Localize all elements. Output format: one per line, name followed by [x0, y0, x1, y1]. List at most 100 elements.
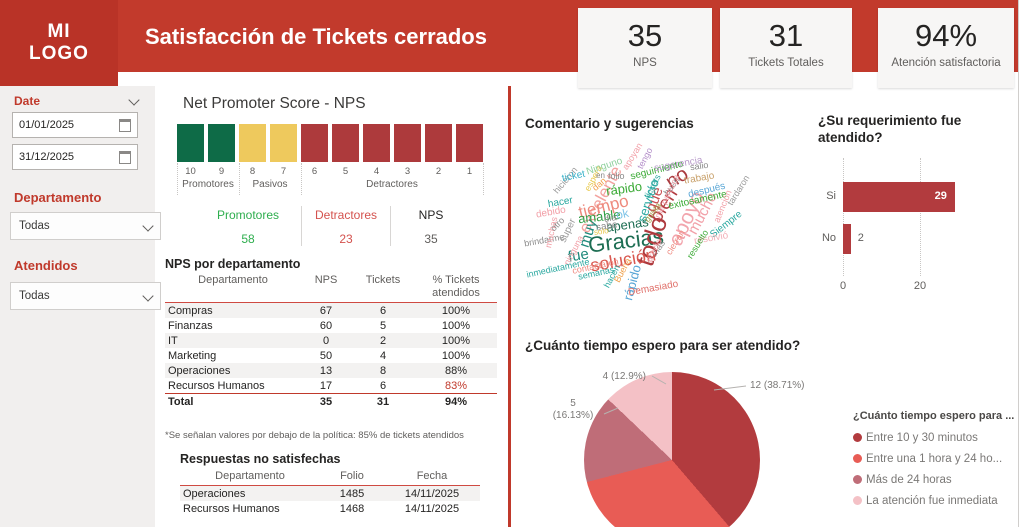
wordcloud-word[interactable]: folio [608, 171, 625, 181]
pie-callout-label: 5 (16.13%) [552, 398, 594, 421]
bar-no[interactable] [843, 224, 851, 254]
table-row[interactable]: Operaciones 13 8 88% [165, 363, 497, 378]
wordcloud-word[interactable]: día [603, 212, 618, 224]
table-row[interactable]: Finanzas 60 5 100% [165, 318, 497, 333]
atendidos-filter-label: Atendidos [14, 258, 78, 273]
legend-dot-icon [853, 433, 862, 442]
chevron-down-icon[interactable] [128, 94, 140, 106]
pie-callout-label: 12 (38.71%) [750, 380, 805, 391]
table-cell: 1468 [339, 502, 365, 515]
legend-item-label: Más de 24 horas [866, 473, 952, 486]
kpi-card: 31 Tickets Totales [720, 8, 852, 88]
table-cell: Recursos Humanos [183, 502, 280, 515]
table-footnote: *Se señalan valores por debajo de la pol… [165, 430, 464, 441]
nps-scale-block [270, 124, 297, 162]
legend-item[interactable]: Entre 10 y 30 minutos [853, 427, 1018, 448]
table-cell: 60 [319, 319, 333, 332]
table-row[interactable]: Marketing 50 4 100% [165, 348, 497, 363]
column-header: Tickets [365, 274, 401, 286]
bar-si[interactable] [843, 182, 955, 212]
table-cell: 35 [319, 395, 333, 408]
nps-group-label: Detractores [366, 179, 418, 190]
bar-value-label: 2 [857, 232, 864, 244]
table-row[interactable]: Operaciones 1485 14/11/2025 [180, 486, 480, 501]
unsatisfied-table-title: Respuestas no satisfechas [180, 452, 341, 466]
logo-line2: LOGO [29, 43, 89, 64]
pie-legend: ¿Cuánto tiempo espero para ... Entre 10 … [853, 410, 1018, 511]
nps-scale [177, 124, 483, 162]
nps-summary-label: Promotores [216, 208, 280, 222]
atendidos-select[interactable]: Todas [10, 282, 161, 310]
legend-dot-icon [853, 454, 862, 463]
wordcloud-word[interactable]: hacer [547, 194, 574, 211]
table-cell: 8 [379, 364, 387, 377]
nps-scale-number: 9 [218, 166, 225, 177]
table-cell: 94% [444, 395, 468, 408]
nps-summary-label: NPS [418, 208, 444, 222]
nps-scale-block [239, 124, 266, 162]
date-filter-label: Date [14, 94, 41, 108]
kpi-value: 35 [627, 18, 663, 53]
table-cell: IT [168, 334, 178, 347]
nps-scale-number: 2 [435, 166, 442, 177]
table-header-row: Departamento Folio Fecha [180, 468, 480, 486]
table-cell: 1485 [339, 487, 365, 500]
table-cell: 14/11/2025 [404, 487, 460, 500]
legend-dot-icon [853, 496, 862, 505]
column-header: Departamento [198, 274, 268, 286]
table-cell: 5 [379, 319, 387, 332]
wordcloud-word[interactable]: rápido [605, 178, 644, 199]
nps-scale-footer: 10 9 8 7 6 5 4 3 2 1 Promotores Pasivos Detractores [177, 163, 484, 197]
nps-summary-label: Detractores [314, 208, 378, 222]
wait-pie-chart[interactable] [584, 372, 760, 527]
table-cell: Compras [168, 304, 213, 317]
date-to-input[interactable]: 31/12/2025 [12, 144, 138, 170]
table-cell: Total [168, 395, 194, 408]
kpi-card: 35 NPS [578, 8, 712, 88]
column-header: Folio [340, 470, 364, 482]
legend-title: ¿Cuánto tiempo espero para ... [853, 410, 1015, 422]
pie-callout-label: 4 (12.9%) [602, 371, 646, 382]
wordcloud-word[interactable]: salio [689, 159, 710, 173]
table-row[interactable]: Compras 67 6 100% [165, 303, 497, 318]
legend-item[interactable]: La atención fue inmediata [853, 490, 1018, 511]
nps-summary-cell: Detractores 23 [301, 206, 391, 246]
table-row[interactable]: IT 0 2 100% [165, 333, 497, 348]
chevron-down-icon [142, 220, 154, 232]
table-cell: 14/11/2025 [404, 502, 460, 515]
calendar-icon[interactable] [119, 150, 131, 164]
table-cell: Operaciones [183, 487, 246, 500]
bar-category-label: Si [826, 190, 836, 202]
nps-scale-block [363, 124, 390, 162]
kpi-label: Tickets Totales [748, 57, 824, 69]
table-header-row: Departamento NPS Tickets % Tickets atendido… [165, 272, 497, 303]
attended-bar-chart: Si 29 No 2 0 20 [810, 152, 1015, 292]
table-cell: 83% [444, 379, 468, 392]
legend-item[interactable]: Más de 24 horas [853, 469, 1018, 490]
nps-scale-number: 6 [311, 166, 318, 177]
wordcloud-word[interactable]: en [596, 171, 605, 180]
table-cell: Operaciones [168, 364, 231, 377]
nps-scale-block [425, 124, 452, 162]
table-row[interactable]: Recursos Humanos 17 6 83% [165, 378, 497, 393]
legend-item[interactable]: Entre una 1 hora y 24 ho... [853, 448, 1018, 469]
date-from-input[interactable]: 01/01/2025 [12, 112, 138, 138]
nps-scale-number: 5 [342, 166, 349, 177]
nps-summary: Promotores 58 Detractores 23 NPS 35 [195, 206, 471, 246]
legend-dot-icon [853, 475, 862, 484]
dept-table: Departamento NPS Tickets % Tickets atendido… [165, 272, 497, 409]
nps-summary-cell: Promotores 58 [195, 206, 301, 246]
wordcloud-word[interactable]: ticket [561, 168, 587, 185]
kpi-value: 31 [768, 18, 804, 53]
date-from-value: 01/01/2025 [19, 119, 75, 131]
nps-scale-number: 4 [373, 166, 380, 177]
gridline [843, 158, 844, 276]
wordcloud-word[interactable]: ok [614, 205, 631, 223]
legend-item-label: Entre 10 y 30 minutos [866, 431, 978, 444]
departamento-select[interactable]: Todas [10, 212, 161, 240]
nps-scale-number: 10 [185, 166, 196, 177]
calendar-icon[interactable] [119, 118, 131, 132]
table-row[interactable]: Recursos Humanos 1468 14/11/2025 [180, 501, 480, 516]
table-cell: 6 [379, 304, 387, 317]
gridline [920, 158, 921, 276]
